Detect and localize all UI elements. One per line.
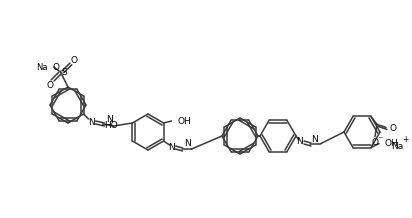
Text: O: O (372, 138, 379, 147)
Text: O: O (389, 124, 396, 133)
Text: N: N (184, 140, 191, 148)
Text: O: O (70, 56, 77, 65)
Text: N: N (168, 143, 175, 152)
Text: OH: OH (178, 116, 191, 126)
Text: Na: Na (391, 142, 403, 151)
Text: O: O (47, 80, 54, 90)
Text: O: O (52, 63, 59, 72)
Text: N: N (297, 138, 303, 146)
Text: +: + (402, 135, 408, 144)
Text: N: N (88, 118, 95, 126)
Text: HO: HO (104, 121, 117, 129)
Text: OH: OH (385, 139, 399, 148)
Text: S: S (61, 68, 67, 77)
Text: ⁻: ⁻ (377, 135, 383, 145)
Text: Na: Na (37, 63, 48, 72)
Text: N: N (106, 114, 113, 124)
Text: N: N (311, 135, 318, 143)
